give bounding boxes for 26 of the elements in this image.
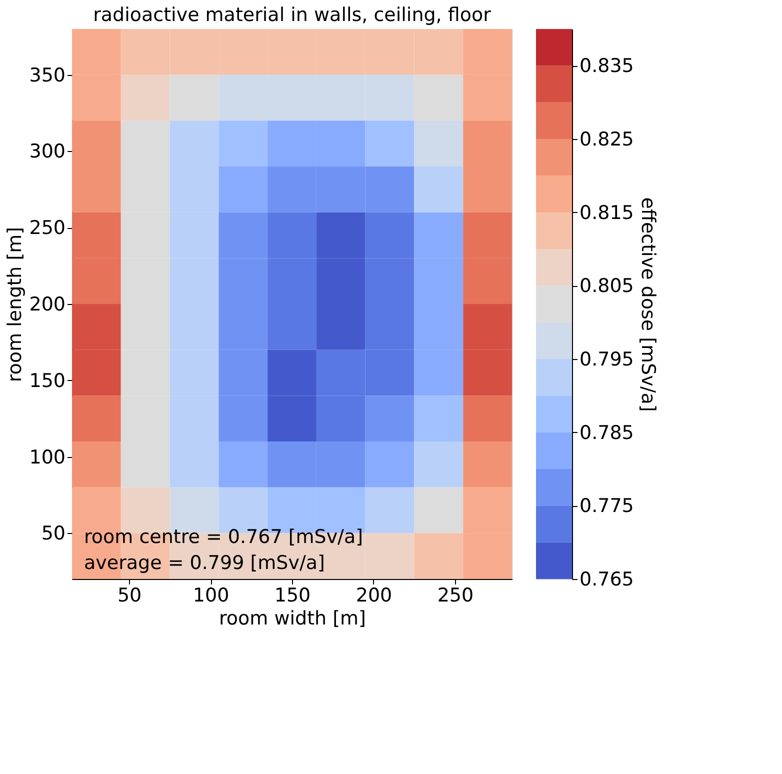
color-bar-label: 0.785 (580, 422, 634, 444)
x-tick-label: 50 (117, 584, 142, 606)
annotation: average = 0.799 [mSv/a] (84, 552, 325, 574)
y-tick-label: 350 (29, 64, 66, 86)
y-tick-label: 100 (29, 446, 66, 468)
y-tick-label: 300 (29, 140, 66, 163)
color-bar-title: effective dose [mSv/a] (636, 197, 659, 412)
annotation: room centre = 0.767 [mSv/a] (84, 526, 364, 548)
y-tick-label: 150 (29, 370, 66, 392)
y-tick-label: 200 (29, 294, 66, 316)
color-bar-label: 0.795 (580, 348, 634, 370)
color-bar-label: 0.835 (580, 55, 634, 78)
x-tick-label: 150 (274, 584, 311, 606)
color-bar-label: 0.775 (580, 495, 634, 518)
x-tick-label: 100 (192, 584, 230, 606)
y-tick-label: 250 (29, 217, 66, 240)
color-bar-label: 0.765 (580, 568, 634, 590)
x-tick-label: 200 (356, 584, 392, 606)
y-axis-title: room length [m] (4, 226, 26, 382)
chart-title: radioactive material in walls, ceiling, floor (93, 4, 492, 26)
color-bar-label: 0.805 (580, 275, 634, 298)
x-axis-title: room width [m] (219, 608, 366, 630)
x-tick-label: 250 (437, 584, 474, 606)
color-bar-label: 0.815 (580, 202, 634, 224)
y-tick-label: 50 (41, 522, 66, 545)
color-bar-label: 0.825 (580, 128, 634, 150)
